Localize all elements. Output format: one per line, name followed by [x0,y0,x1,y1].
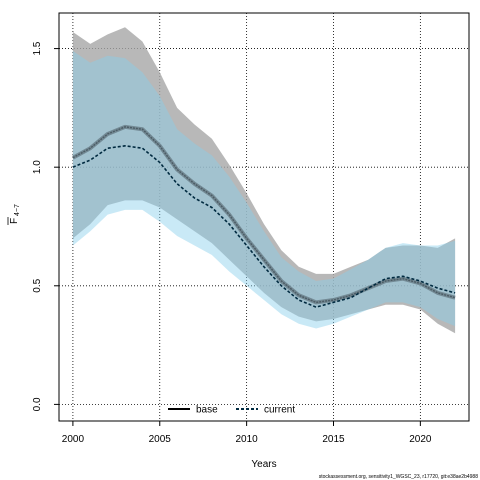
footnote: stockassessment.org, sensitivity1_WGSC_2… [319,474,478,480]
band-base [72,27,456,334]
y-axis: 0.0 0.5 1.0 1.5 [32,41,59,411]
y-tick-label-1.5: 1.5 [32,41,43,55]
x-tick-label-2000: 2000 [62,434,85,445]
y-axis-title-main: F [9,218,20,224]
y-tick-label-0.5: 0.5 [32,278,43,292]
confidence-bands [72,27,456,334]
y-axis-title-subscript: 4−7 [14,204,21,216]
x-tick-label-2020: 2020 [409,434,432,445]
legend-label-current: current [264,405,295,416]
y-axis-title: F 4−7 [7,204,21,225]
y-tick-label-1.0: 1.0 [32,160,43,174]
line-base [72,126,456,304]
y-tick-label-0.0: 0.0 [32,397,43,411]
x-axis: 2000 2005 2010 2015 2020 [62,421,432,445]
legend-label-base: base [196,405,218,416]
series-lines [71,124,456,308]
x-tick-label-2005: 2005 [149,434,172,445]
x-tick-label-2010: 2010 [236,434,259,445]
legend: base current [168,405,295,416]
line-current [72,145,456,308]
x-tick-label-2015: 2015 [322,434,345,445]
band-current [72,50,456,329]
plot-frame [58,12,470,422]
x-axis-title: Years [251,459,276,470]
